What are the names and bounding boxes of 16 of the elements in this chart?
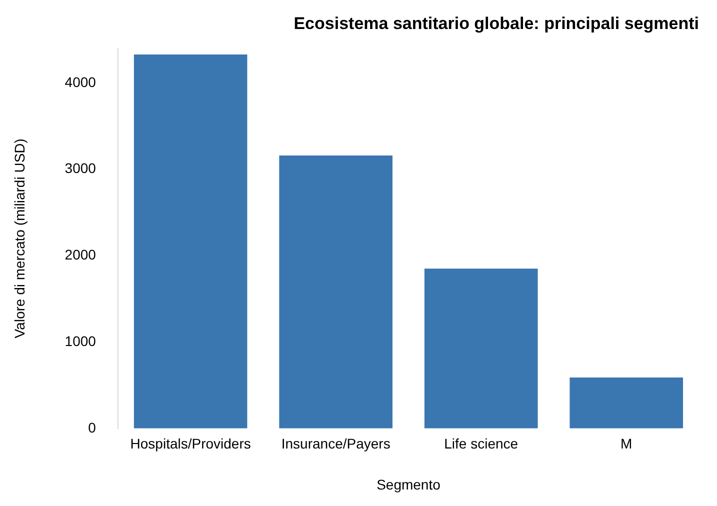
- y-tick-label: 3000: [64, 160, 96, 176]
- y-tick-label: 0: [88, 419, 96, 436]
- bar: [424, 268, 538, 428]
- x-tick-label: M: [620, 436, 632, 452]
- bar: [570, 377, 684, 428]
- y-tick-label: 1000: [64, 332, 96, 349]
- chart-title: Ecosistema santitario globale: principali segmenti: [294, 14, 699, 33]
- bar: [134, 54, 248, 428]
- bar: [279, 155, 392, 428]
- x-tick-label: Life science: [444, 436, 518, 452]
- x-axis-title: Segmento: [376, 476, 441, 492]
- y-tick-label: 4000: [64, 74, 96, 90]
- y-axis-title: Valore di mercato (miliardi USD): [11, 138, 28, 338]
- x-tick-label: Hospitals/Providers: [130, 436, 251, 452]
- y-tick-label: 2000: [64, 246, 96, 263]
- x-tick-label: Insurance/Payers: [281, 436, 390, 452]
